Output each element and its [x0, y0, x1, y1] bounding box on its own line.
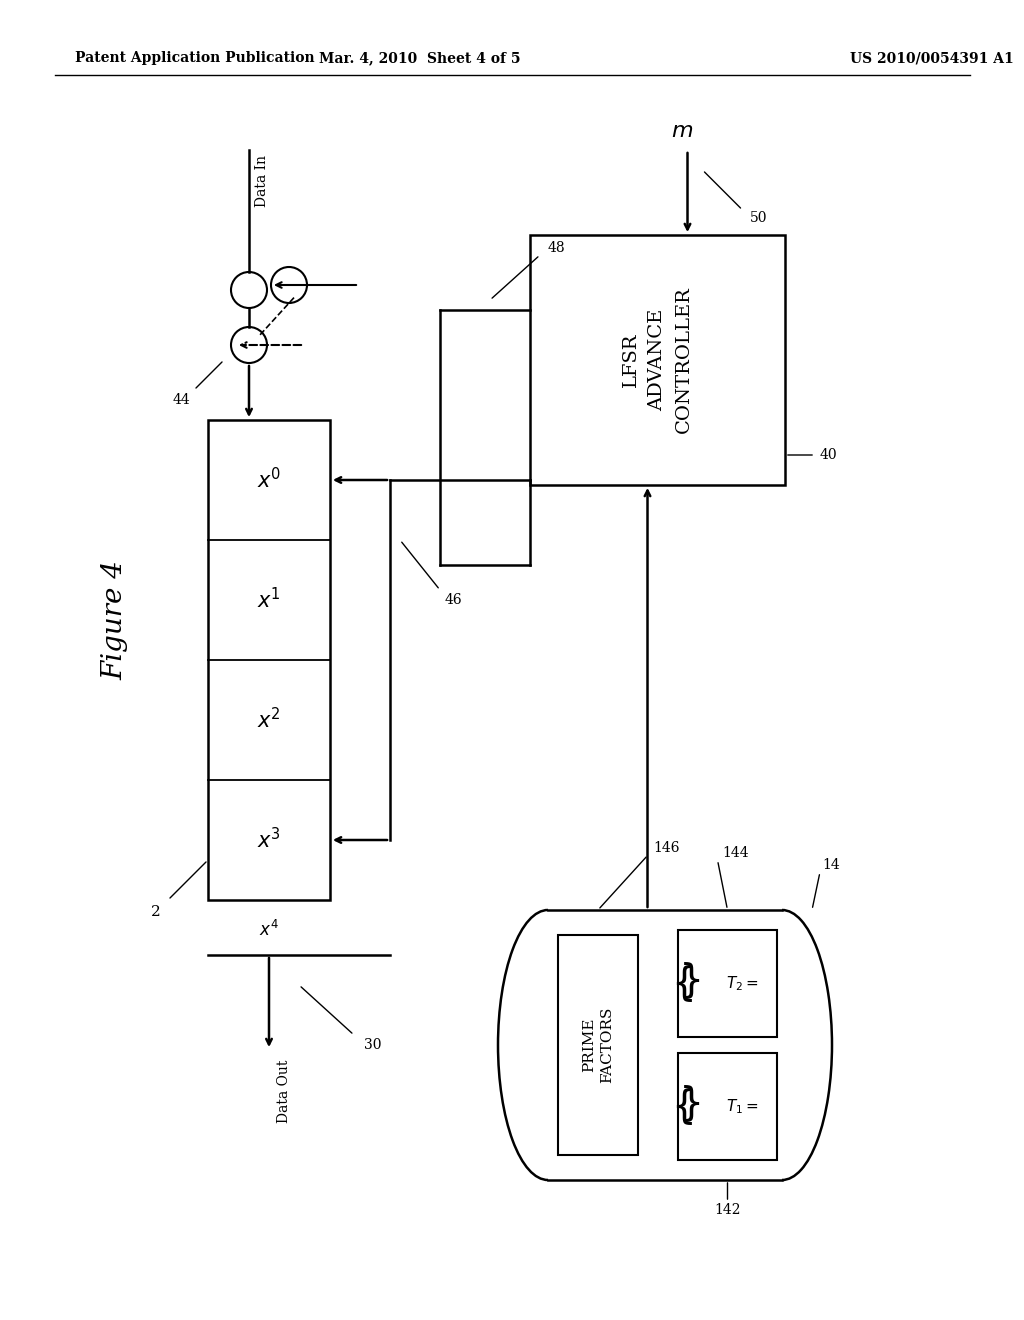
- Text: $x^2$: $x^2$: [257, 708, 281, 733]
- Text: $x^1$: $x^1$: [257, 587, 281, 612]
- Text: Mar. 4, 2010  Sheet 4 of 5: Mar. 4, 2010 Sheet 4 of 5: [319, 51, 521, 65]
- Text: LFSR
ADVANCE
CONTROLLER: LFSR ADVANCE CONTROLLER: [623, 286, 693, 433]
- Text: Data In: Data In: [255, 154, 269, 207]
- Text: 40: 40: [820, 447, 838, 462]
- Text: 46: 46: [445, 593, 463, 607]
- Bar: [678, 931, 777, 1038]
- Text: $m$: $m$: [672, 120, 693, 143]
- Text: 142: 142: [715, 1203, 740, 1217]
- Text: 50: 50: [750, 211, 767, 224]
- Text: $x^4$: $x^4$: [259, 920, 279, 940]
- Text: {: {: [671, 965, 695, 1002]
- Bar: [558, 935, 638, 1155]
- Wedge shape: [782, 995, 831, 1096]
- Text: 144: 144: [723, 846, 750, 861]
- Text: US 2010/0054391 A1: US 2010/0054391 A1: [850, 51, 1014, 65]
- Text: $T_2 =$: $T_2 =$: [726, 974, 759, 993]
- Text: 48: 48: [548, 242, 565, 255]
- Text: 14: 14: [822, 858, 840, 873]
- Text: 30: 30: [364, 1038, 382, 1052]
- Text: PRIME
FACTORS: PRIME FACTORS: [582, 1007, 614, 1084]
- Text: {: {: [671, 1082, 695, 1121]
- Text: {: {: [671, 960, 695, 998]
- Text: $T_1 =$: $T_1 =$: [726, 1097, 759, 1115]
- Bar: [548, 909, 782, 1180]
- Bar: [678, 1053, 777, 1160]
- Text: 2: 2: [152, 906, 161, 919]
- Text: $x^0$: $x^0$: [257, 467, 282, 492]
- Bar: [208, 420, 330, 900]
- Text: 44: 44: [172, 393, 189, 407]
- Text: Patent Application Publication: Patent Application Publication: [75, 51, 314, 65]
- Wedge shape: [498, 995, 548, 1096]
- Text: 146: 146: [653, 841, 680, 855]
- Text: Figure 4: Figure 4: [101, 560, 128, 680]
- Bar: [530, 235, 785, 484]
- Text: {: {: [671, 1088, 695, 1126]
- Text: Data Out: Data Out: [278, 1060, 291, 1123]
- Text: $x^3$: $x^3$: [257, 828, 281, 853]
